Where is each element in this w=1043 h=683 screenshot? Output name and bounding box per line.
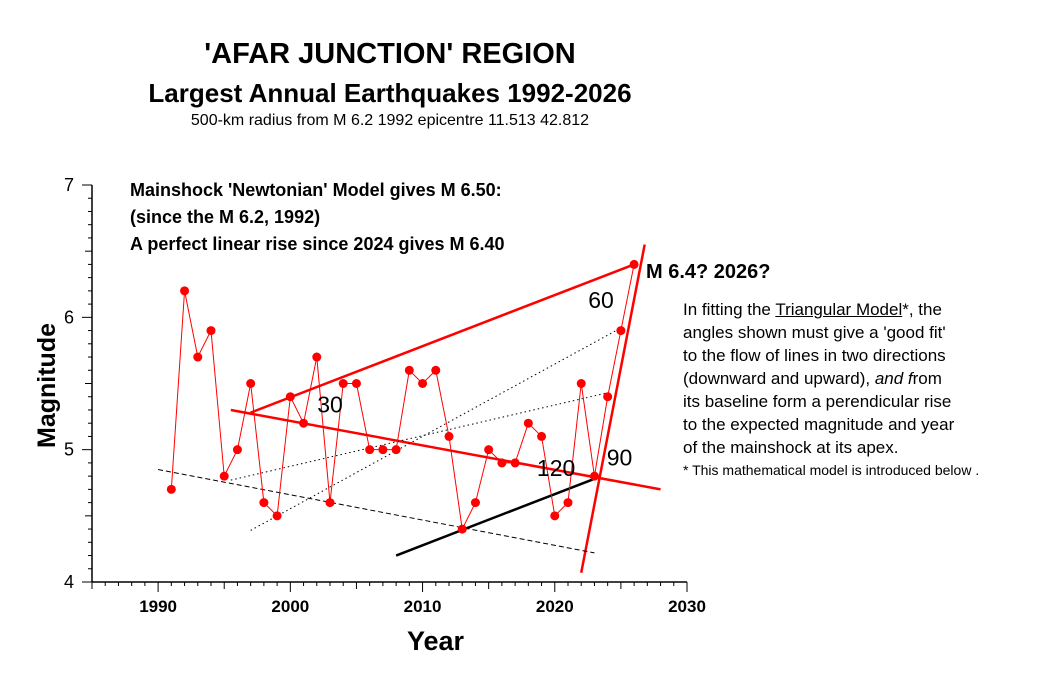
data-point	[470, 498, 480, 508]
x-tick-label: 2030	[668, 597, 706, 616]
angle-label: 30	[317, 392, 343, 418]
data-point	[537, 431, 547, 441]
x-tick-label: 2010	[404, 597, 442, 616]
data-point	[484, 445, 494, 455]
side-text-1a: In fitting the	[683, 300, 776, 319]
data-point	[418, 379, 428, 388]
data-point	[404, 365, 414, 375]
data-point	[180, 286, 190, 296]
angle-label: 90	[607, 445, 633, 471]
model-line-7	[250, 327, 622, 531]
data-point	[603, 392, 613, 402]
data-point	[523, 418, 533, 428]
data-point	[285, 392, 295, 402]
side-text-6: to the expected magnitude and year	[683, 415, 955, 434]
note-linear: A perfect linear rise since 2024 gives M…	[130, 234, 505, 254]
data-point	[616, 326, 626, 336]
side-footnote: * This mathematical model is introduced …	[683, 462, 980, 478]
data-point	[563, 498, 573, 508]
data-point	[338, 379, 348, 388]
chart-title: 'AFAR JUNCTION' REGION	[204, 38, 576, 70]
data-point	[378, 445, 388, 455]
data-point	[272, 511, 282, 521]
side-explanation: In fitting the Triangular Model*, the an…	[683, 298, 1033, 482]
y-tick-label: 7	[64, 175, 74, 195]
side-text-3: to the flow of lines in two directions	[683, 346, 946, 365]
data-point	[299, 418, 309, 428]
y-tick-label: 4	[64, 572, 74, 592]
data-point	[391, 445, 401, 455]
note-newtonian: Mainshock 'Newtonian' Model gives M 6.50…	[130, 180, 502, 200]
prediction-label: M 6.4? 2026?	[646, 261, 771, 283]
y-tick-label: 6	[64, 307, 74, 327]
x-axis-label: Year	[407, 626, 465, 656]
x-tick-label: 1990	[139, 597, 177, 616]
data-point	[550, 511, 560, 521]
data-point	[365, 445, 375, 455]
triangular-model-link[interactable]: Triangular Model	[775, 300, 903, 319]
data-point	[510, 458, 520, 468]
model-line-4	[395, 477, 595, 557]
data-point	[206, 326, 216, 336]
chart-caption: 500-km radius from M 6.2 1992 epicentre …	[190, 112, 590, 129]
data-point	[444, 431, 454, 441]
side-text-4c: rom	[912, 369, 942, 388]
data-point	[325, 498, 335, 508]
data-point	[351, 379, 361, 388]
data-point	[193, 352, 203, 362]
data-point	[232, 445, 242, 455]
model-line-6	[230, 392, 608, 481]
chart-subtitle: Largest Annual Earthquakes 1992-2026	[148, 78, 632, 108]
earthquake-series	[166, 259, 639, 534]
data-point	[431, 365, 441, 375]
data-point	[246, 379, 256, 388]
side-text-4a: (downward and upward),	[683, 369, 875, 388]
angle-label: 60	[588, 287, 614, 313]
model-line-5	[158, 469, 595, 554]
model-line-3	[579, 244, 646, 573]
chart-axes: 1990 2000 2010 2020 2030 4 5 6 7 Year Magnitude	[33, 175, 706, 656]
side-text-4b: and f	[874, 369, 913, 388]
y-tick-label: 5	[64, 440, 74, 460]
data-point	[219, 471, 229, 481]
data-point	[497, 458, 507, 468]
side-text-2: angles shown must give a 'good fit'	[683, 323, 946, 342]
data-point	[589, 471, 599, 481]
angle-labels: 30 60 120 90	[317, 287, 632, 481]
side-text-5: its baseline form a perendicular rise	[683, 392, 952, 411]
angle-label: 120	[537, 455, 575, 481]
data-point	[629, 259, 639, 269]
side-text-1b: *, the	[902, 300, 942, 319]
data-point	[259, 498, 269, 508]
note-since: (since the M 6.2, 1992)	[130, 207, 321, 227]
x-tick-label: 2020	[536, 597, 574, 616]
x-tick-label: 2000	[271, 597, 309, 616]
data-point	[166, 484, 176, 494]
data-point	[576, 379, 586, 388]
data-point	[457, 524, 467, 534]
y-axis-label: Magnitude	[33, 323, 61, 448]
data-point	[312, 352, 322, 362]
side-text-7: of the mainshock at its apex.	[683, 438, 899, 457]
model-line-2	[250, 263, 635, 414]
